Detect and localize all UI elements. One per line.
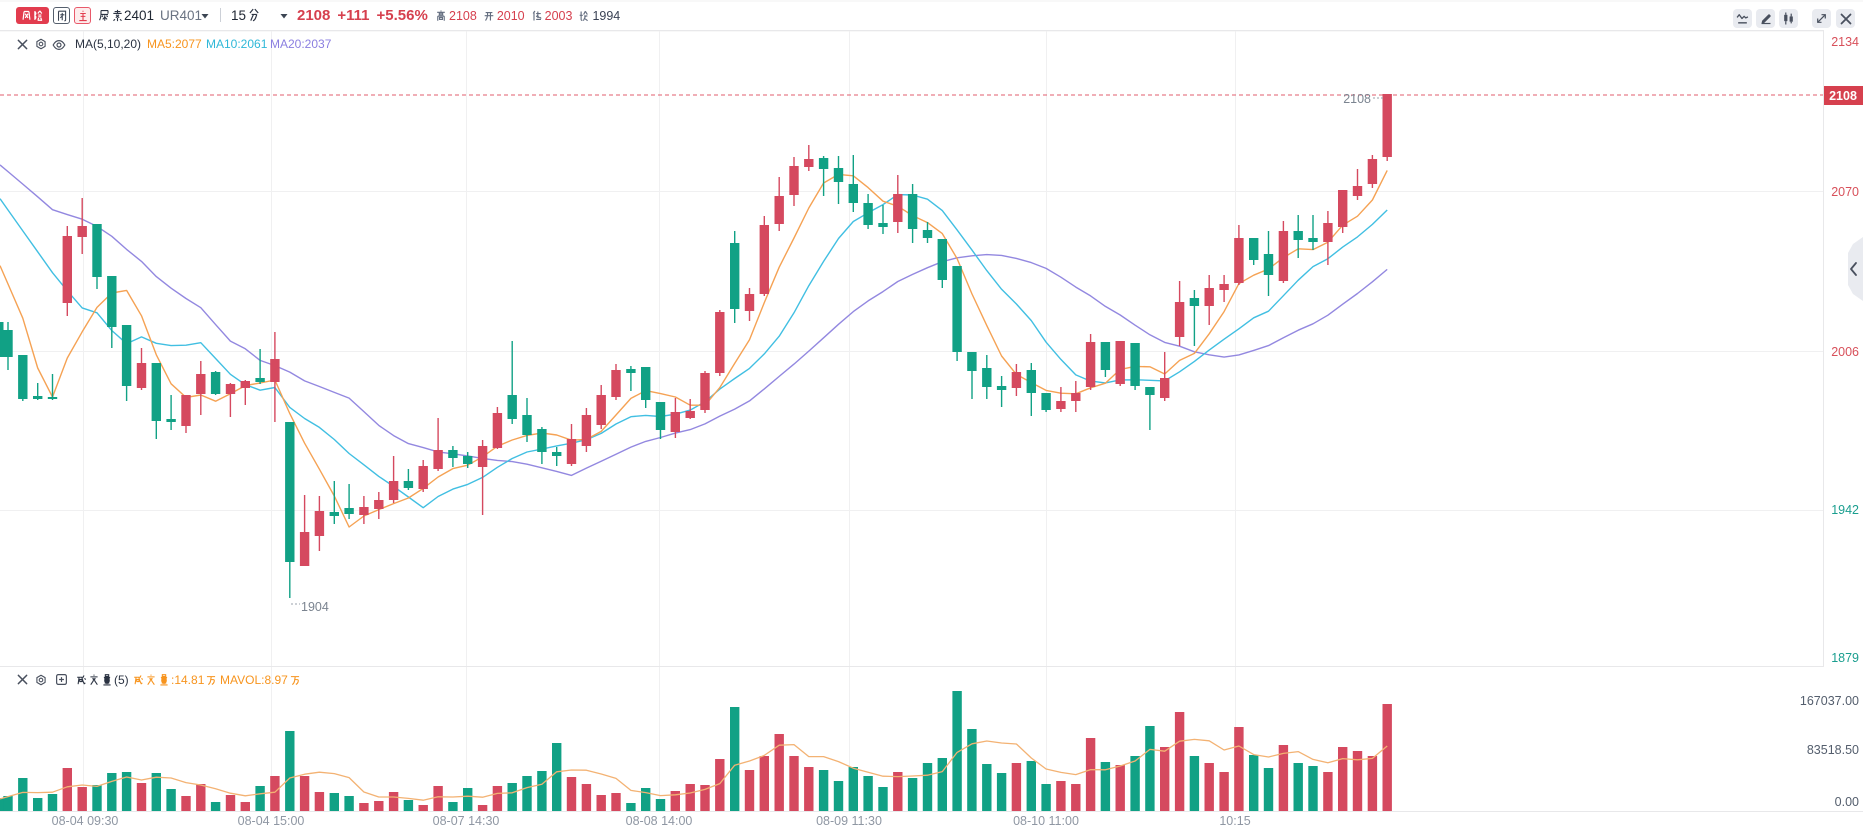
svg-text:1904: 1904	[301, 600, 329, 614]
svg-text:2006: 2006	[1831, 345, 1859, 359]
svg-text:1942: 1942	[1831, 503, 1859, 517]
svg-text:83518.50: 83518.50	[1807, 743, 1859, 757]
svg-text:2134: 2134	[1831, 35, 1859, 49]
svg-text:1879: 1879	[1831, 651, 1859, 665]
svg-text:0.00: 0.00	[1835, 795, 1859, 809]
svg-text:08-04 15:00: 08-04 15:00	[238, 814, 305, 828]
svg-text:2070: 2070	[1831, 185, 1859, 199]
svg-text:2108: 2108	[1829, 89, 1857, 103]
svg-text:2108: 2108	[1343, 92, 1371, 106]
svg-text:08-07 14:30: 08-07 14:30	[433, 814, 500, 828]
svg-text:08-08 14:00: 08-08 14:00	[626, 814, 693, 828]
svg-text:167037.00: 167037.00	[1800, 694, 1859, 708]
svg-text:08-10 11:00: 08-10 11:00	[1013, 814, 1079, 828]
svg-text:08-04 09:30: 08-04 09:30	[52, 814, 119, 828]
svg-text:10:15: 10:15	[1219, 814, 1250, 828]
svg-text:08-09 11:30: 08-09 11:30	[816, 814, 882, 828]
